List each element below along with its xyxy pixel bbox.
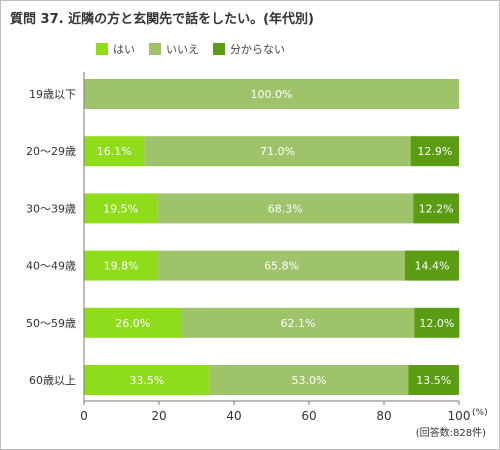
data-label: 12.0% xyxy=(419,317,454,330)
category-label: 30〜39歳 xyxy=(26,202,76,215)
bar-segment xyxy=(209,365,409,395)
category-label: 20〜29歳 xyxy=(26,145,76,158)
bar-segment xyxy=(144,136,411,167)
data-label: 68.3% xyxy=(268,202,303,215)
bar-segment xyxy=(410,136,459,167)
data-label: 65.8% xyxy=(264,260,299,273)
bar-segment xyxy=(408,365,459,395)
bar-segment xyxy=(405,250,459,281)
chart-title: 質問 37. 近隣の方と玄関先で話をしたい。(年代別) xyxy=(10,12,314,27)
legend-label-no: いいえ xyxy=(166,43,199,56)
data-label: 12.2% xyxy=(419,202,454,215)
legend: はい いいえ 分からない xyxy=(96,41,285,57)
bar-segment xyxy=(84,79,459,109)
legend-item-yes: はい xyxy=(96,41,135,57)
bar-segment xyxy=(413,193,459,224)
data-label: 12.9% xyxy=(417,145,452,158)
bar-segment xyxy=(181,307,415,338)
data-label: 19.5% xyxy=(103,202,138,215)
data-label: 62.1% xyxy=(280,317,315,330)
legend-label-unknown: 分からない xyxy=(230,43,285,56)
data-label: 53.0% xyxy=(292,374,327,387)
legend-item-unknown: 分からない xyxy=(213,41,285,57)
data-label: 71.0% xyxy=(260,145,295,158)
bar-segment xyxy=(414,307,460,338)
bar-segment xyxy=(84,250,159,281)
x-tick-label: 20 xyxy=(151,409,166,423)
x-tick-label: 0 xyxy=(80,409,88,423)
category-label: 19歳以下 xyxy=(29,88,76,101)
data-label: 33.5% xyxy=(129,374,164,387)
data-label: 13.5% xyxy=(416,374,451,387)
legend-swatch-unknown xyxy=(213,43,225,55)
response-count-note: (回答数:828件) xyxy=(415,428,486,439)
x-tick-label: 100 xyxy=(448,409,471,423)
data-label: 100.0% xyxy=(251,88,293,101)
data-label: 19.8% xyxy=(104,260,139,273)
category-label: 40〜49歳 xyxy=(26,260,76,273)
data-label: 14.4% xyxy=(415,260,450,273)
x-tick-label: 60 xyxy=(301,409,316,423)
bar-segment xyxy=(84,307,182,338)
bar-segment xyxy=(158,250,405,281)
legend-item-no: いいえ xyxy=(149,41,199,57)
x-tick-label: 80 xyxy=(376,409,391,423)
category-label: 60歳以上 xyxy=(29,374,76,387)
x-axis-unit: (%) xyxy=(472,408,488,418)
bar-segment xyxy=(157,193,414,224)
bar-segment xyxy=(84,193,158,224)
bar-segment xyxy=(84,136,145,167)
category-label: 50〜59歳 xyxy=(26,317,76,330)
bar-segment xyxy=(84,365,210,395)
legend-swatch-no xyxy=(149,43,161,55)
x-tick-label: 40 xyxy=(226,409,241,423)
legend-label-yes: はい xyxy=(113,43,135,56)
data-label: 16.1% xyxy=(97,145,132,158)
data-label: 26.0% xyxy=(115,317,150,330)
legend-swatch-yes xyxy=(96,43,108,55)
